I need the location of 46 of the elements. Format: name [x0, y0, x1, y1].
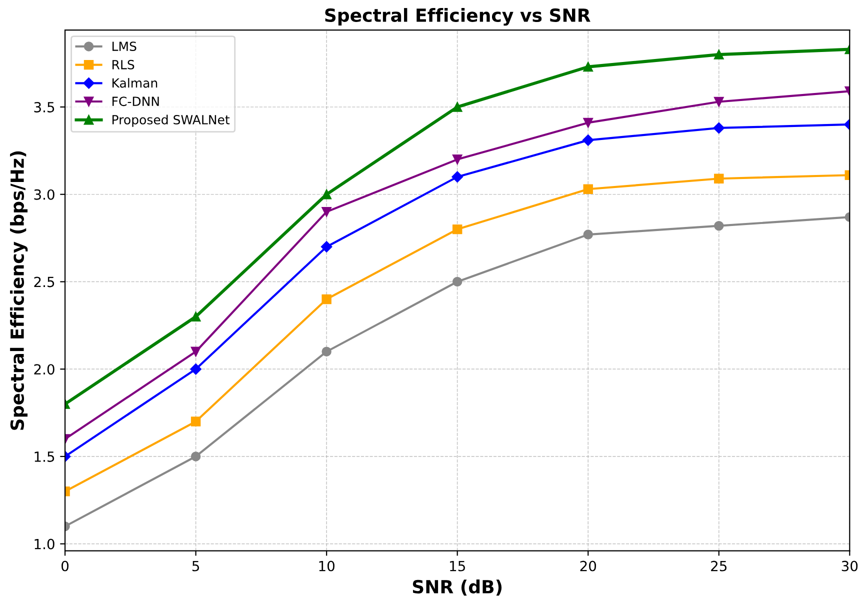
point	[452, 276, 462, 287]
point	[190, 312, 201, 322]
x-tick-label: 0	[62, 560, 69, 572]
point	[452, 171, 463, 182]
point	[190, 346, 201, 356]
x-tick-label: 15	[450, 560, 465, 572]
point	[583, 230, 593, 240]
point	[190, 452, 201, 462]
point	[322, 189, 332, 200]
y-tick-label: 2.5	[34, 276, 54, 288]
point	[322, 206, 332, 217]
legend-label: FC-DNN	[112, 96, 159, 106]
point	[714, 174, 724, 184]
point	[322, 294, 332, 304]
x-tick-label: 10	[319, 560, 334, 572]
point	[320, 241, 332, 252]
x-tick-label: 5	[192, 560, 200, 572]
y-tick-label: 3.0	[34, 189, 54, 200]
x-axis-title: SNR (dB)	[412, 580, 502, 596]
x-tick-label: 25	[711, 560, 727, 572]
y-tick-label: 2.0	[34, 364, 54, 375]
point	[322, 346, 332, 356]
point	[452, 102, 462, 112]
point	[713, 122, 724, 134]
point	[714, 50, 724, 60]
point	[583, 62, 593, 72]
x-tick-label: 20	[580, 560, 596, 572]
y-tick-label: 1.0	[34, 538, 54, 550]
point	[583, 118, 593, 128]
point	[190, 416, 201, 426]
point	[583, 184, 593, 194]
point	[452, 224, 462, 234]
point	[582, 134, 594, 146]
x-tick-label: 30	[842, 560, 858, 572]
point	[714, 220, 724, 231]
legend-label: Proposed SWALNet	[112, 114, 230, 127]
y-tick-label: 3.5	[34, 102, 54, 112]
y-tick-label: 1.5	[34, 452, 54, 462]
y-axis-title: Spectral Efficiency (bps/Hz)	[10, 151, 28, 430]
point	[714, 96, 724, 107]
point	[452, 154, 462, 164]
legend-label: Kalman	[112, 78, 158, 88]
point	[190, 363, 202, 375]
legend-label: LMS	[112, 42, 136, 52]
chart-title: Spectral Efficiency vs SNR	[325, 8, 590, 26]
legend-label: RLS	[112, 60, 134, 70]
